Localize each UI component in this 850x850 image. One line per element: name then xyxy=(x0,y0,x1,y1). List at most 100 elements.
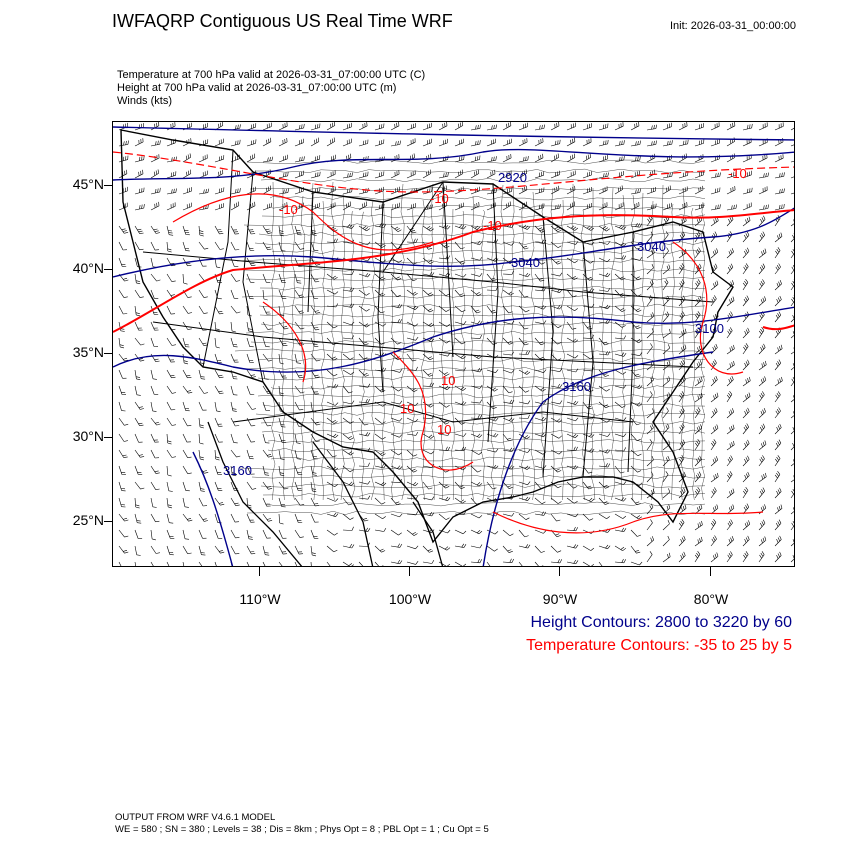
county-line xyxy=(620,194,626,501)
wind-barb xyxy=(550,497,562,504)
wind-barb xyxy=(118,140,129,147)
wind-barb xyxy=(486,369,499,373)
county-line xyxy=(340,193,345,501)
model-info: OUTPUT FROM WRF V4.6.1 MODEL xyxy=(115,812,276,823)
wind-barb xyxy=(598,401,610,409)
county-line xyxy=(255,412,706,417)
wind-barb xyxy=(550,465,562,473)
wind-barb xyxy=(310,289,319,299)
wind-barb xyxy=(118,385,127,395)
wind-barb xyxy=(710,552,719,563)
wind-barb xyxy=(630,321,641,329)
wind-barb xyxy=(502,447,515,452)
wind-barb xyxy=(774,344,783,355)
wind-barb xyxy=(614,185,623,195)
wind-barb xyxy=(406,138,416,147)
wind-barb xyxy=(262,273,271,283)
lon-tick xyxy=(259,567,260,576)
wind-barb xyxy=(358,432,371,437)
wind-barb xyxy=(774,247,781,259)
longitude-label: 90°W xyxy=(542,591,578,607)
wind-barb xyxy=(694,536,703,547)
wind-barb xyxy=(342,400,355,405)
wind-barb xyxy=(726,311,733,323)
wind-barb xyxy=(790,487,794,499)
wind-barb xyxy=(182,225,190,236)
wind-barb xyxy=(166,529,175,539)
wind-barb xyxy=(502,122,512,131)
wind-barb xyxy=(326,238,338,243)
county-line xyxy=(360,211,365,501)
wind-barb xyxy=(246,513,255,523)
wind-barb xyxy=(758,551,765,563)
wind-barb xyxy=(662,140,673,147)
wind-barb xyxy=(582,123,592,131)
wind-barb xyxy=(726,408,734,419)
wind-barb xyxy=(646,391,653,403)
wind-barb xyxy=(438,401,450,408)
wind-barb xyxy=(246,561,250,566)
wind-barb xyxy=(454,529,467,535)
wind-barb xyxy=(486,286,498,291)
wind-barb xyxy=(358,187,369,195)
wind-barb xyxy=(566,122,576,131)
wind-barb xyxy=(214,481,223,491)
wind-barb xyxy=(230,401,237,412)
wind-barb xyxy=(518,433,530,440)
wind-barb xyxy=(134,337,145,346)
wind-barb xyxy=(534,545,545,553)
wind-barb xyxy=(262,241,272,250)
wind-barb xyxy=(406,561,419,565)
county-line xyxy=(611,187,616,501)
wind-barb xyxy=(246,465,255,475)
county-line xyxy=(691,207,696,501)
county-line xyxy=(310,182,316,501)
wind-barb xyxy=(550,170,560,179)
wind-barb xyxy=(790,144,794,147)
county-line xyxy=(243,222,706,228)
wind-barb xyxy=(694,487,701,499)
wind-barb xyxy=(646,263,654,275)
wind-barb xyxy=(726,535,734,547)
wind-barb xyxy=(310,513,319,523)
wind-barb xyxy=(262,122,272,131)
wind-barb xyxy=(374,513,386,520)
wind-barb xyxy=(358,369,370,377)
wind-barb xyxy=(230,139,241,147)
wind-barb xyxy=(486,448,499,453)
wind-barb xyxy=(246,481,257,490)
wind-barb xyxy=(614,513,627,519)
wind-barb xyxy=(422,153,432,163)
wind-barb xyxy=(502,399,515,404)
wind-barb xyxy=(390,318,402,324)
wind-barb xyxy=(118,257,127,267)
wind-barb xyxy=(470,544,483,549)
wind-barb xyxy=(566,305,578,312)
wind-barb xyxy=(694,471,702,483)
wind-barb xyxy=(470,201,480,211)
wind-barb xyxy=(310,257,321,266)
wind-barb xyxy=(262,481,273,490)
wind-barb xyxy=(470,256,483,261)
wind-barb xyxy=(614,305,626,312)
wind-barb xyxy=(774,471,781,483)
wind-barb xyxy=(726,122,736,131)
county-line xyxy=(420,199,426,501)
wind-barb xyxy=(486,545,498,552)
wind-barb xyxy=(342,526,354,531)
wind-barb xyxy=(150,497,157,508)
wind-barb xyxy=(470,481,483,487)
wind-barb xyxy=(566,400,579,405)
wind-barb xyxy=(774,391,781,403)
longitude-label: 100°W xyxy=(388,591,432,607)
wind-barb xyxy=(326,512,339,517)
wind-barb xyxy=(630,201,640,211)
wind-barb xyxy=(790,295,794,307)
wind-barb xyxy=(774,122,784,131)
wind-barb xyxy=(646,503,654,515)
wind-barb xyxy=(134,513,142,524)
wind-barb xyxy=(182,433,191,443)
county-line xyxy=(300,195,306,500)
wind-barb xyxy=(694,185,704,195)
wind-barb xyxy=(406,153,415,163)
